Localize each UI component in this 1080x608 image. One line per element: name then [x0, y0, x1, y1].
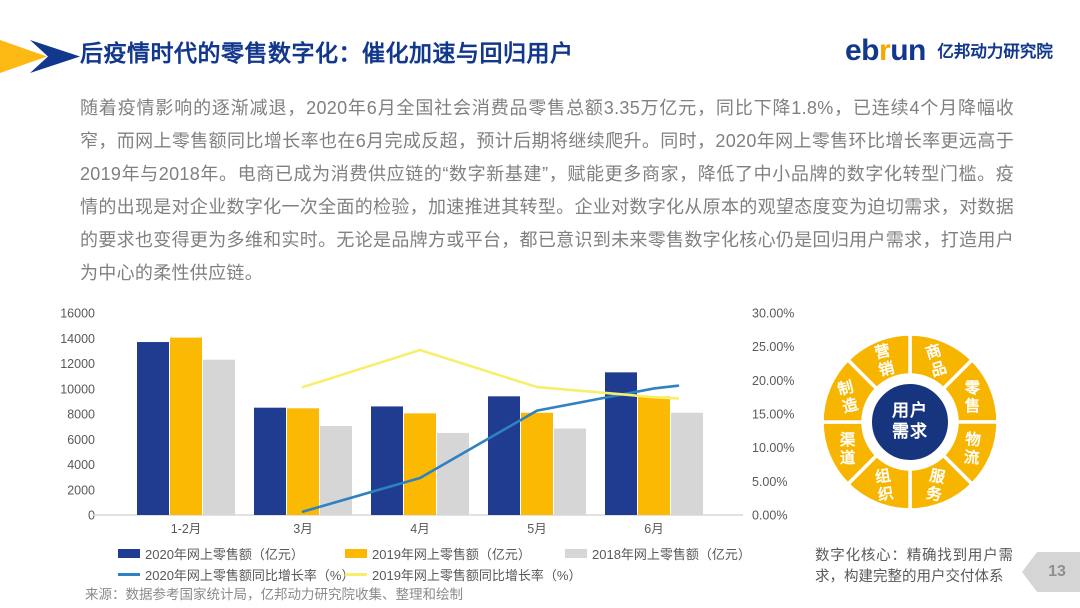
wheel-center-text-line2: 需求 [892, 421, 928, 441]
logo-r: r [879, 34, 891, 67]
online-retail-combo-chart: 0 2000 4000 6000 8000 10000 12000 14000 16000 0.0… [60, 307, 794, 537]
legend-bar-swatch [565, 548, 587, 558]
x-axis-category-label: 1-2月 [171, 522, 202, 536]
bar [203, 359, 235, 515]
wheel-segment-label-char: 售 [965, 396, 981, 415]
bar [521, 412, 553, 515]
bar [671, 412, 703, 515]
source-note: 来源：数据参考国家统计局，亿邦动力研究院收集、整理和绘制 [85, 587, 463, 602]
x-axis-category-label: 5月 [527, 522, 546, 536]
wheel-segment [846, 332, 912, 391]
right-axis-tick-label: 10.00% [752, 441, 794, 455]
left-axis-tick-label: 16000 [60, 307, 95, 321]
legend-bar-swatch [345, 548, 367, 558]
x-axis-category-label: 6月 [644, 522, 663, 536]
right-axis-tick-label: 15.00% [752, 408, 794, 422]
bar [404, 413, 436, 515]
wheel-segment-label-char: 组 [874, 465, 893, 486]
legend-label: 2019年网上零售额同比增长率（%） [372, 567, 582, 583]
right-axis-tick-label: 0.00% [752, 509, 787, 523]
growth-line-1 [301, 348, 680, 400]
wheel-segment-label-char: 营 [873, 340, 892, 362]
wheel-segment-label: 物流 [963, 429, 982, 467]
logo-eb: eb [845, 34, 880, 67]
legend-label: 2020年网上零售额（亿元） [145, 546, 304, 562]
legend-label: 2019年网上零售额（亿元） [372, 546, 531, 562]
wheel-segment-label-char: 零 [964, 379, 981, 397]
legend-item: 2019年网上零售额同比增长率（%） [345, 565, 581, 583]
diagram-caption: 数字化核心：精确找到用户需求，构建完整的用户交付体系 [815, 548, 1013, 585]
bar [437, 432, 469, 515]
left-axis-tick-label: 0 [88, 509, 95, 523]
bar [554, 428, 586, 515]
bar [488, 396, 520, 515]
bar [254, 407, 286, 515]
bar-series-2 [203, 359, 703, 515]
wheel-segment-label: 零售 [964, 379, 981, 415]
page-number-badge: 13 [1022, 552, 1080, 592]
page-number: 13 [1048, 563, 1066, 580]
bar [371, 406, 403, 515]
growth-line-0 [301, 384, 680, 513]
left-axis-tick-label: 10000 [60, 382, 95, 396]
left-axis-tick-label: 4000 [67, 458, 95, 472]
legend-item: 2020年网上零售额（亿元） [118, 544, 304, 562]
wheel-segment-label: 服务 [925, 466, 948, 504]
wheel-center-text-line1: 用户 [892, 400, 928, 420]
left-axis-tick-label: 8000 [67, 408, 95, 422]
legend-item: 2019年网上零售额（亿元） [345, 544, 531, 562]
wheel-segment-label-char: 流 [963, 447, 981, 467]
wheel-segment-label-char: 物 [965, 429, 983, 449]
x-axis-category-label: 3月 [293, 522, 312, 536]
right-axis-tick-label: 30.00% [752, 307, 794, 321]
wheel-segment-label: 渠道 [840, 430, 856, 467]
wheel-segment-label-char: 商 [923, 340, 943, 363]
legend-bar-swatch [118, 548, 140, 558]
wheel-segment-label-char: 道 [840, 448, 856, 467]
ebrun-logo: ebrun 亿邦动力研究院 [845, 34, 1053, 68]
wheel-segment-label-char: 品 [929, 358, 949, 380]
bar [287, 408, 319, 515]
bar [638, 396, 670, 515]
right-axis-tick-label: 5.00% [752, 475, 787, 489]
page-title: 后疫情时代的零售数字化：催化加速与回归用户 [80, 40, 574, 66]
wheel-segment-label-char: 务 [925, 483, 944, 505]
chart-legend: 2020年网上零售额（亿元） 2019年网上零售额（亿元） 2018年网上零售额（亿… [60, 544, 780, 586]
bar-series-1 [170, 337, 670, 515]
legend-label: 2018年网上零售额（亿元） [592, 546, 751, 562]
legend-label: 2020年网上零售额同比增长率（%） [145, 567, 355, 583]
wheel-center-circle [869, 381, 951, 463]
wheel-segment-label: 组织 [874, 465, 895, 504]
legend-item: 2020年网上零售额同比增长率（%） [118, 565, 354, 583]
ebrun-logo-wordmark: ebrun [845, 34, 926, 67]
legend-line-swatch [345, 572, 367, 576]
legend-item: 2018年网上零售额（亿元） [565, 544, 751, 562]
left-axis-tick-label: 2000 [67, 483, 95, 497]
x-axis-category-label: 4月 [410, 522, 429, 536]
left-axis-tick-label: 14000 [60, 332, 95, 346]
wheel-segment-label-char: 服 [928, 466, 947, 487]
wheel-segment-label: 营销 [873, 340, 897, 380]
wheel-segment-label-char: 销 [877, 358, 897, 380]
right-axis-tick-label: 25.00% [752, 340, 794, 354]
logo-un: un [890, 34, 926, 67]
bar [137, 342, 169, 515]
bar [170, 337, 202, 515]
wheel-segment-label-char: 织 [877, 483, 895, 504]
right-axis-tick-label: 20.00% [752, 374, 794, 388]
wheel-segment-label: 制造 [836, 378, 861, 417]
left-axis-tick-label: 6000 [67, 433, 95, 447]
wheel-segment-label-char: 造 [840, 394, 860, 416]
bar-series-0 [137, 342, 637, 515]
left-axis-tick-label: 12000 [60, 357, 95, 371]
ebrun-logo-chinese: 亿邦动力研究院 [937, 43, 1053, 61]
legend-line-swatch [118, 572, 140, 576]
wheel-segment-label-char: 渠 [840, 430, 856, 449]
wheel-segment-label: 商品 [923, 340, 949, 380]
wheel-segment-label-char: 制 [836, 378, 856, 399]
body-paragraph: 随着疫情影响的逐渐减退，2020年6月全国社会消费品零售总额3.35万亿元，同比… [80, 98, 1014, 283]
